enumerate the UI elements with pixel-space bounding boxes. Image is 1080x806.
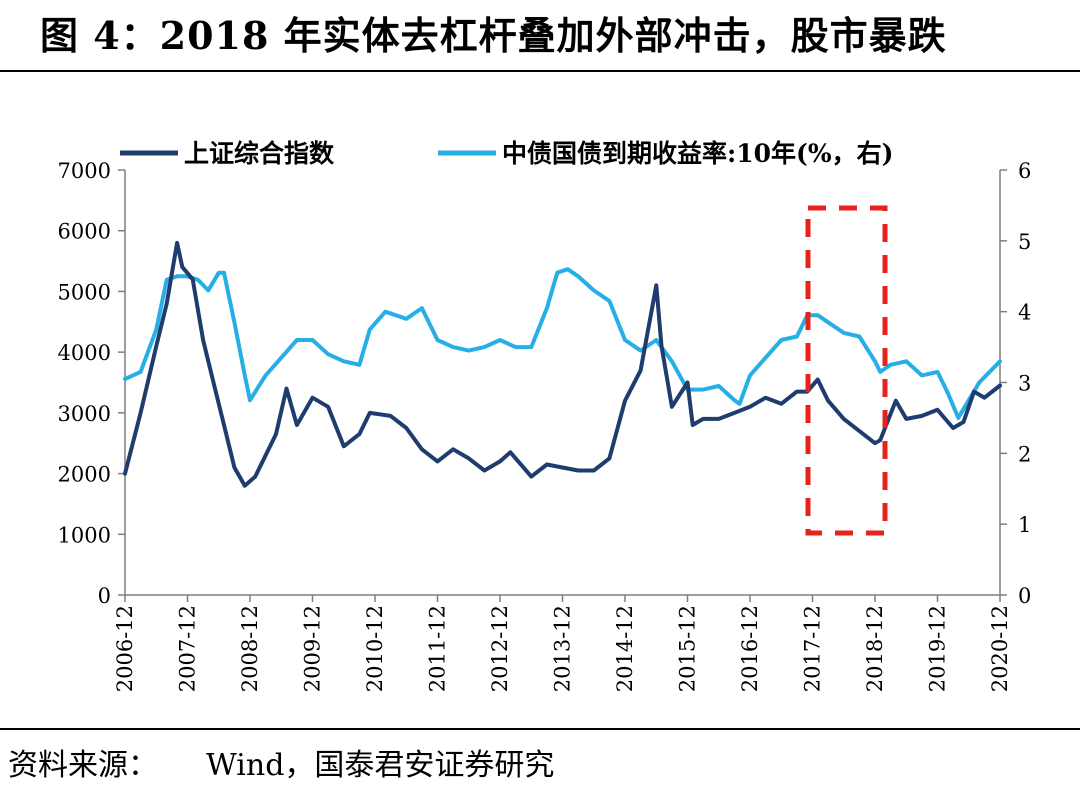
x-tick-label: 2020-12 — [988, 605, 1012, 692]
legend: 上证综合指数 中债国债到期收益率:10年(%，右) — [120, 139, 893, 168]
x-tick-label: 2012-12 — [488, 605, 512, 692]
source-label: 资料来源： — [8, 748, 158, 783]
y-left-tick-label: 1000 — [58, 523, 111, 547]
y-left-tick-label: 4000 — [58, 341, 111, 365]
y-left-tick-label: 7000 — [58, 159, 111, 183]
y-left-tick-label: 2000 — [58, 463, 111, 487]
y-left-tick-label: 0 — [98, 584, 111, 608]
x-tick-label: 2015-12 — [676, 605, 700, 692]
x-tick-label: 2007-12 — [176, 605, 200, 692]
x-tick-label: 2017-12 — [801, 605, 825, 692]
x-tick-label: 2006-12 — [113, 605, 137, 692]
y-left-tick-label: 3000 — [58, 402, 111, 426]
y-left-tick-label: 5000 — [58, 280, 111, 304]
highlight-box-2018 — [805, 205, 888, 536]
y-right-tick-label: 3 — [1018, 372, 1031, 396]
y-right-tick-label: 5 — [1018, 230, 1031, 254]
x-tick-label: 2014-12 — [613, 605, 637, 692]
axes: 0 1000 2000 3000 4000 5000 6000 7000 0 1 2 3 4 5 6 2006… — [58, 159, 1032, 692]
x-tick-label: 2008-12 — [238, 605, 262, 692]
line-chart: 上证综合指数 中债国债到期收益率:10年(%，右) 0 1000 2000 3000 4… — [58, 139, 1032, 692]
y-right-tick-label: 6 — [1018, 159, 1031, 183]
shanghai-composite-line — [123, 240, 1002, 488]
x-tick-label: 2013-12 — [551, 605, 575, 692]
cgb-10y-yield-line — [123, 267, 1002, 420]
x-tick-label: 2010-12 — [363, 605, 387, 692]
source-rule — [0, 728, 1080, 730]
x-tick-label: 2011-12 — [426, 605, 450, 692]
y-right-tick-label: 4 — [1018, 301, 1031, 325]
x-tick-label: 2019-12 — [926, 605, 950, 692]
x-tick-label: 2016-12 — [738, 605, 762, 692]
figure-title: 图 4：2018 年实体去杠杆叠加外部冲击，股市暴跌 — [40, 13, 947, 58]
x-tick-label: 2018-12 — [863, 605, 887, 692]
y-left-tick-label: 6000 — [58, 220, 111, 244]
source-note: 资料来源： Wind，国泰君安证券研究 — [8, 736, 554, 796]
y-right-tick-label: 0 — [1018, 584, 1031, 608]
y-right-tick-label: 1 — [1018, 513, 1031, 537]
y-right-tick-label: 2 — [1018, 442, 1031, 466]
title-underline — [0, 70, 1080, 72]
legend-label-series2: 中债国债到期收益率:10年(%，右) — [502, 139, 893, 168]
series-lines — [123, 240, 1002, 488]
x-tick-label: 2009-12 — [301, 605, 325, 692]
source-text: Wind，国泰君安证券研究 — [206, 748, 555, 783]
legend-label-series1: 上证综合指数 — [184, 139, 335, 168]
